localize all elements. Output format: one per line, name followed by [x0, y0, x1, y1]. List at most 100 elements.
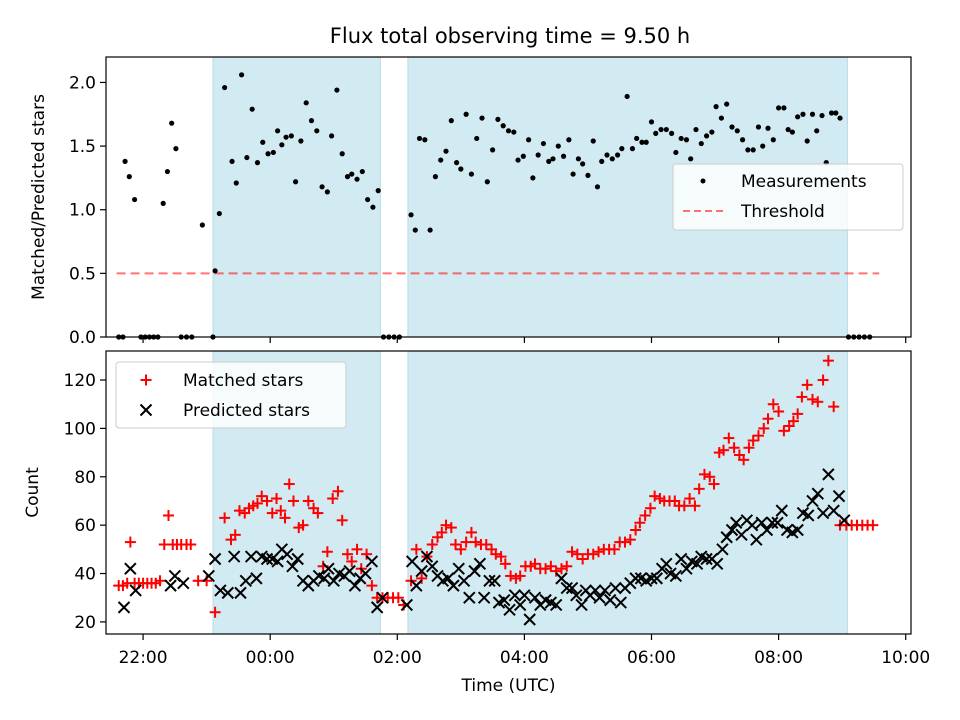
predicted-star-point [221, 586, 235, 600]
predicted-star-point [750, 533, 763, 546]
measurement-point [474, 135, 480, 142]
matched-star-point [336, 514, 348, 526]
measurement-point [648, 119, 655, 125]
ratio-legend-box [672, 163, 904, 231]
measurement-point [709, 129, 715, 135]
predicted-star-point [271, 555, 284, 568]
predicted-star-point [771, 516, 784, 529]
matched-star-point [796, 391, 808, 403]
measurement-point [370, 204, 376, 210]
matched-star-point [185, 539, 197, 551]
matched-star-point [312, 507, 324, 519]
measurement-point [693, 126, 699, 133]
count-y-tick-label: 120 [64, 371, 96, 391]
x-tick-label: 04:00 [500, 648, 549, 668]
matched-star-point [351, 543, 363, 555]
predicted-star-point [508, 589, 522, 602]
predicted-star-point [806, 494, 819, 508]
count-y-tick-label: 40 [74, 565, 96, 585]
count-panel: 20 40 60 80 100 120 22:00 00:00 02:00 04:00 06:00… [23, 350, 930, 696]
measurement-point [795, 114, 801, 120]
measurement-point [339, 151, 345, 157]
measurement-point [765, 125, 771, 131]
predicted-star-point [690, 557, 704, 571]
x-tick-label: 00:00 [246, 648, 295, 668]
measurement-point [468, 171, 475, 177]
matched-star-point [440, 519, 452, 531]
measurement-point [703, 133, 710, 139]
predicted-star-point [260, 552, 274, 566]
measurement-point [303, 100, 309, 106]
measurement-point [580, 161, 586, 167]
matched-star-point [545, 560, 557, 572]
predicted-star-point [565, 581, 579, 595]
measurement-point [484, 179, 490, 185]
predicted-star-point [250, 572, 263, 585]
matched-star-point [490, 548, 502, 560]
predicted-star-point [208, 552, 222, 566]
measurement-point [212, 268, 218, 274]
measurement-point [833, 110, 839, 116]
measurement-point [292, 179, 299, 185]
matched-star-point [738, 454, 750, 466]
matched-star-point [577, 553, 589, 565]
measurement-point [288, 133, 294, 139]
matched-star-point [229, 529, 241, 541]
predicted-star-point [415, 564, 428, 578]
predicted-star-point [202, 569, 215, 583]
measurement-point [314, 128, 320, 134]
matched-star-point [321, 546, 333, 558]
predicted-star-point [513, 598, 527, 612]
legend-predicted-label: Predicted stars [183, 401, 310, 421]
measurement-point [585, 172, 591, 178]
measurement-point [422, 137, 428, 143]
measurement-point [122, 158, 128, 164]
predicted-star-point [791, 523, 804, 537]
predicted-star-point [473, 557, 487, 571]
shaded-interval-top [212, 56, 381, 338]
predicted-star-point [549, 598, 563, 612]
count-y-tick-label: 60 [74, 516, 96, 536]
predicted-star-point [234, 586, 247, 600]
matched-star-point [639, 509, 651, 521]
matched-star-point [505, 570, 517, 582]
measurement-point [526, 137, 532, 143]
measurement-point [837, 115, 843, 121]
predicted-star-point [822, 468, 835, 481]
matched-star-point [445, 522, 457, 534]
matched-star-point [698, 468, 710, 480]
measurement-point [274, 128, 281, 134]
measurement-point [535, 152, 541, 158]
measurement-point [594, 184, 601, 190]
predicted-star-point [589, 584, 602, 597]
x-tick-label: 10:00 [881, 648, 930, 668]
predicted-star-point [811, 487, 824, 500]
predicted-star-point [214, 584, 227, 597]
matched-star-point [867, 519, 879, 531]
matched-star-point [279, 512, 291, 524]
measurement-point [443, 148, 449, 154]
measurement-point [283, 134, 289, 140]
predicted-star-point [603, 593, 617, 607]
predicted-star-point [832, 489, 846, 503]
matched-star-point [297, 519, 309, 531]
matched-star-point [266, 507, 278, 519]
predicted-star-point [518, 589, 531, 602]
predicted-star-point [760, 523, 774, 537]
ratio-panel: 0.00.51.01.52.0 Matched/Predicted stars … [29, 56, 912, 348]
matched-star-point [436, 526, 448, 538]
matched-star-point [644, 502, 656, 514]
predicted-star-point [447, 579, 460, 592]
matched-star-point [812, 396, 824, 408]
count-legend: Matched stars Predicted stars [115, 361, 347, 429]
measurement-point [619, 146, 625, 152]
predicted-star-point [710, 557, 724, 571]
matched-star-point [718, 444, 730, 456]
matched-star-point [124, 536, 136, 548]
measurement-point [745, 147, 751, 153]
matched-star-point [271, 493, 283, 505]
measurement-point [770, 137, 776, 143]
measurement-point [698, 140, 704, 147]
matched-star-point [619, 536, 631, 548]
